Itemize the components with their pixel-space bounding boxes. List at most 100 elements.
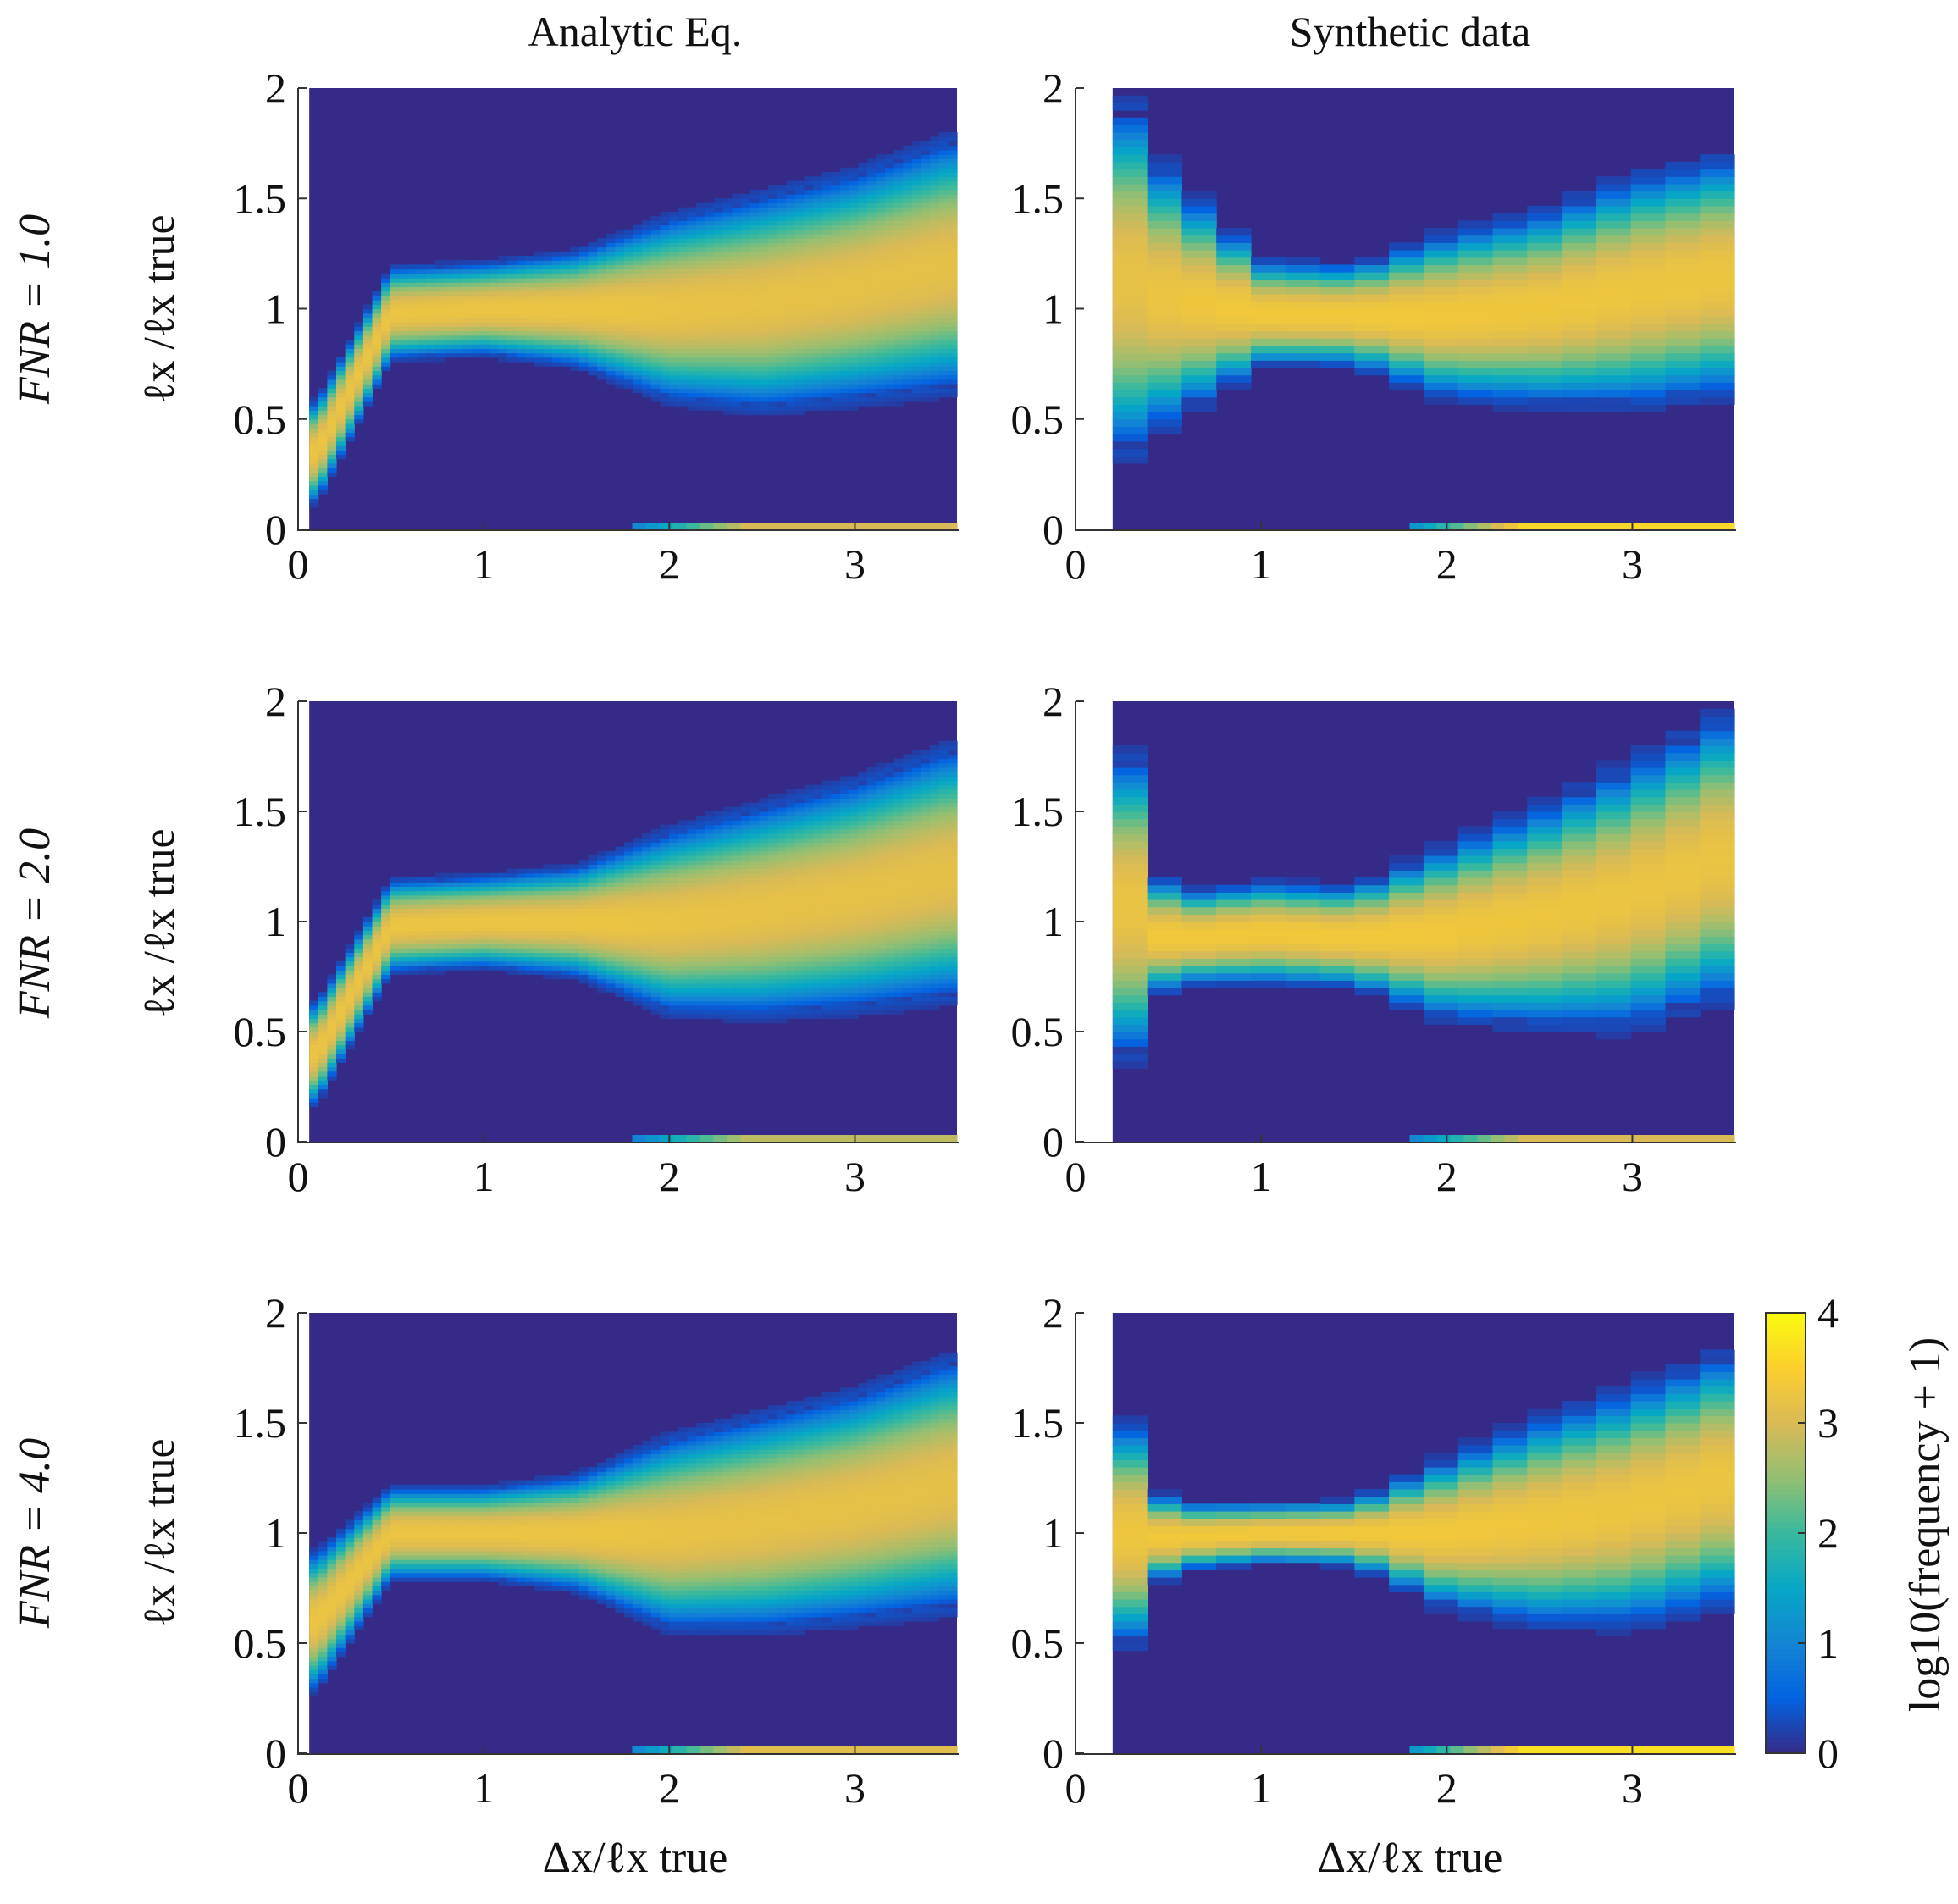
heatmap-cell [551, 313, 562, 318]
heatmap-cell [606, 912, 616, 918]
heatmap-cell [866, 401, 877, 407]
heatmap-cell [516, 335, 526, 340]
heatmap-cell [849, 304, 859, 310]
heatmap-cell [804, 176, 814, 182]
heatmap-cell [362, 374, 373, 380]
heatmap-cell [1181, 227, 1217, 236]
heatmap-cell [525, 922, 535, 927]
heatmap-cell [741, 922, 751, 927]
heatmap-cell [489, 966, 499, 971]
heatmap-cell [588, 952, 598, 958]
heatmap-cell [309, 1080, 319, 1085]
heatmap-cell [489, 944, 499, 949]
heatmap-cell [794, 379, 805, 385]
heatmap-cell [749, 1005, 760, 1010]
heatmap-cell [911, 374, 922, 380]
heatmap-cell [839, 304, 850, 310]
heatmap-cell [597, 348, 607, 354]
heatmap-cell [759, 379, 769, 385]
heatmap-cell [615, 886, 625, 892]
heatmap-cell [705, 996, 715, 1002]
heatmap-cell [588, 912, 598, 918]
heatmap-cell [687, 374, 697, 380]
heatmap-cell [911, 189, 922, 195]
heatmap-cell [489, 322, 499, 327]
heatmap-cell [839, 392, 850, 398]
heatmap-cell [372, 996, 382, 1002]
heatmap-cell [732, 326, 742, 332]
heatmap-cell [1562, 301, 1597, 310]
heatmap-cell [741, 282, 751, 288]
heatmap-cell [597, 300, 607, 305]
heatmap-cell [650, 335, 661, 340]
x-tick-label: 2 [659, 540, 680, 588]
heatmap-cell [561, 339, 571, 345]
heatmap-cell [759, 798, 769, 804]
heatmap-cell [938, 379, 949, 385]
heatmap-cell [633, 313, 643, 318]
heatmap-cell [839, 220, 850, 226]
heatmap-cell [858, 268, 868, 274]
heatmap-cell [381, 308, 391, 314]
heatmap-cell [543, 300, 553, 305]
heatmap-cell [669, 894, 679, 900]
heatmap-cell [722, 207, 733, 213]
heatmap-cell [642, 996, 652, 1002]
heatmap-cell [911, 352, 922, 358]
heatmap-cell [633, 960, 643, 966]
heatmap-cell [930, 260, 940, 265]
heatmap-cell [372, 930, 382, 936]
heatmap-cell [516, 357, 526, 363]
heatmap-cell [741, 396, 751, 402]
heatmap-cell [660, 1005, 670, 1010]
heatmap-cell [759, 952, 769, 958]
heatmap-cell [615, 251, 625, 257]
heatmap-cell [660, 229, 670, 235]
heatmap-cell [1354, 360, 1390, 368]
heatmap-cell [570, 916, 580, 922]
heatmap-cell [633, 988, 643, 993]
heatmap-cell [345, 428, 355, 433]
heatmap-cell [318, 388, 328, 394]
heatmap-cell [866, 220, 877, 226]
heatmap-cell [866, 388, 877, 394]
heatmap-cell [930, 216, 940, 221]
heatmap-cell [669, 396, 679, 402]
heatmap-cell [839, 278, 850, 283]
heatmap-cell [911, 313, 922, 318]
heatmap-cell [1665, 308, 1701, 317]
heatmap-cell [1112, 242, 1148, 251]
heatmap-cell [813, 326, 823, 332]
heatmap-cell [767, 348, 778, 354]
heatmap-cell [722, 868, 733, 874]
heatmap-cell [804, 304, 814, 310]
heatmap-cell [687, 992, 697, 997]
heatmap-cell [399, 300, 409, 305]
heatmap-cell [777, 960, 787, 966]
heatmap-cell [578, 291, 589, 296]
heatmap-cell [642, 291, 652, 296]
heatmap-cell [390, 304, 400, 310]
heatmap-cell [804, 362, 814, 367]
heatmap-cell [714, 242, 724, 248]
heatmap-cell [534, 916, 544, 922]
heatmap-cell [642, 904, 652, 909]
heatmap-cell [434, 899, 445, 905]
heatmap-cell [749, 384, 760, 389]
heatmap-cell [885, 357, 895, 363]
heatmap-cell [786, 339, 796, 345]
heatmap-cell [714, 948, 724, 953]
heatmap-cell [903, 370, 913, 376]
heatmap-cell [417, 956, 427, 962]
heatmap-cell [938, 260, 949, 265]
heatmap-cell [1389, 294, 1424, 302]
heatmap-cell [722, 1010, 733, 1015]
heatmap-cell [318, 1080, 328, 1085]
heatmap-cell [813, 379, 823, 385]
heatmap-cell [849, 335, 859, 340]
heatmap-cell [911, 268, 922, 274]
heatmap-cell [318, 440, 328, 446]
heatmap-cell [309, 454, 319, 460]
heatmap-cell [821, 313, 832, 318]
heatmap-cell [741, 833, 751, 839]
